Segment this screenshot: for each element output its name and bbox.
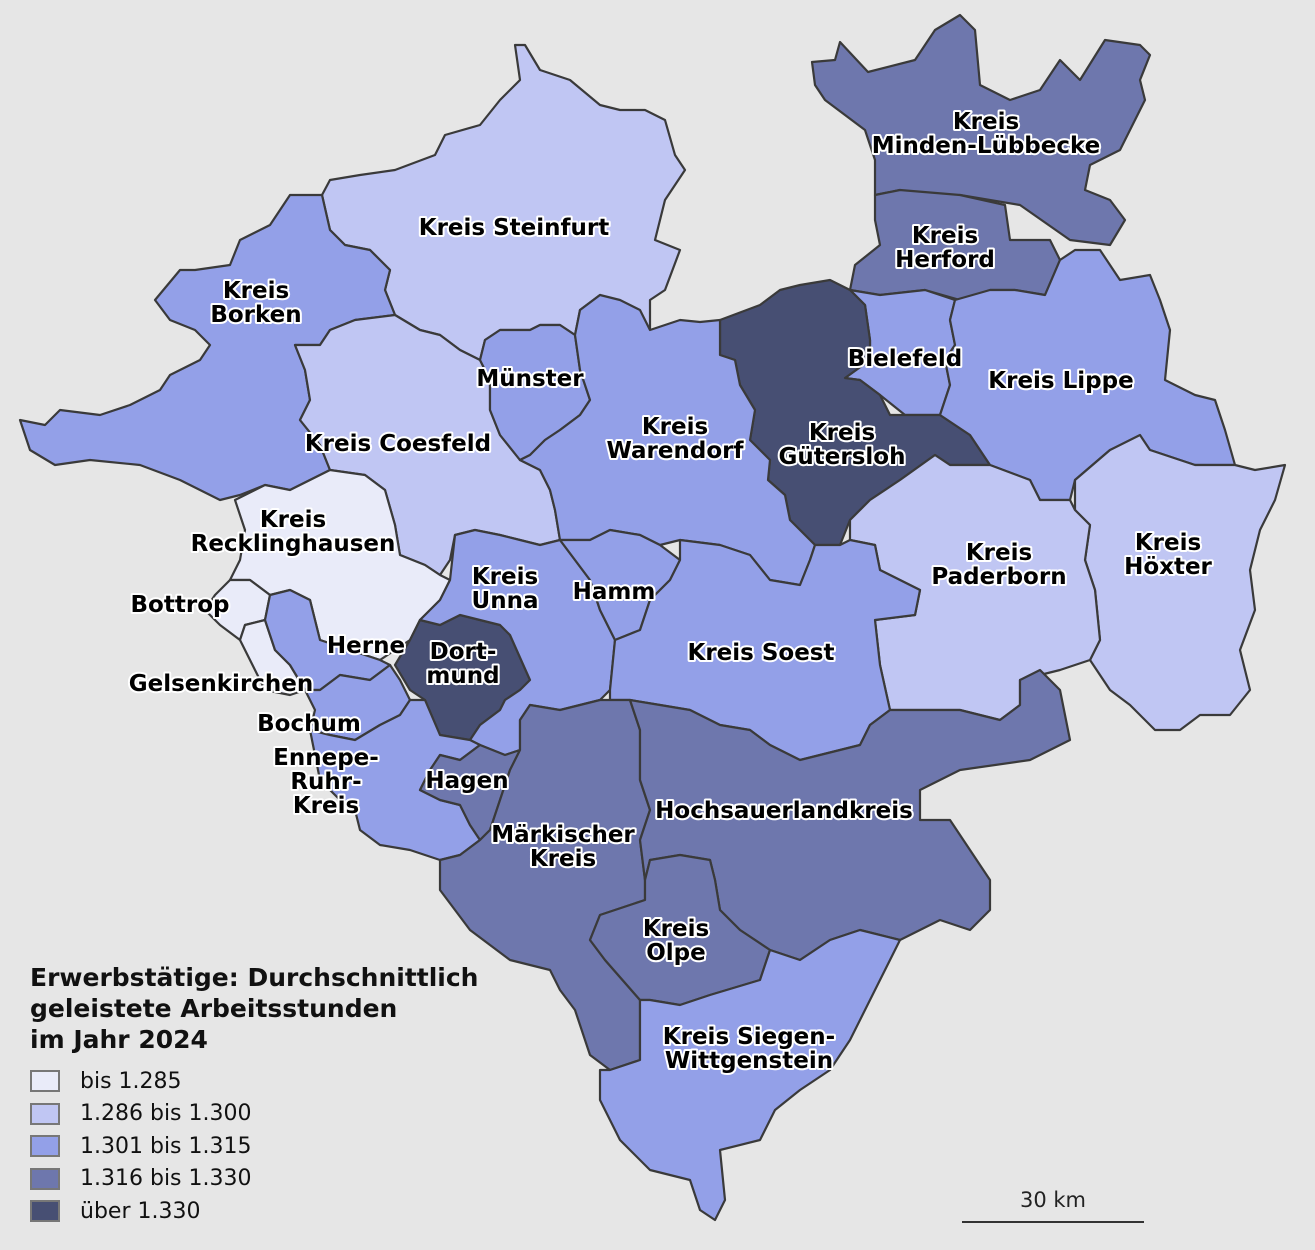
region-label-maerkischer-kreis: Kreis [530,846,596,872]
region-label-bochum: Bochum [257,711,361,737]
region-label-borken: Kreis [223,278,289,304]
region-label-olpe: Kreis [643,916,709,942]
region-label-dortmund: Dort- [430,639,497,665]
region-label-minden-luebbecke: Kreis [953,109,1019,135]
legend-label: über 1.330 [80,1198,201,1224]
region-label-paderborn: Paderborn [931,564,1066,590]
region-label-muenster: Münster [476,366,584,392]
region-label-ennepe-ruhr: Ennepe- [273,745,379,771]
legend-item: bis 1.285 [30,1065,478,1098]
region-label-recklinghausen: Recklinghausen [191,531,396,557]
legend-label: 1.286 bis 1.300 [80,1101,252,1127]
legend-label: 1.301 bis 1.315 [80,1133,252,1159]
region-label-warendorf: Kreis [642,414,708,440]
region-label-steinfurt: Kreis Steinfurt [419,215,609,241]
region-label-ennepe-ruhr: Kreis [293,793,359,819]
region-label-guetersloh: Gütersloh [779,444,906,470]
legend-item: 1.316 bis 1.330 [30,1163,478,1196]
legend-title: Erwerbstätige: Durchschnittlich geleiste… [30,963,479,1054]
region-label-unna: Kreis [472,564,538,590]
region-label-siegen-wittgenstein: Kreis Siegen- [663,1024,835,1050]
region-label-ennepe-ruhr: Ruhr- [290,769,361,795]
region-label-recklinghausen: Kreis [260,507,326,533]
region-label-unna: Unna [472,588,539,614]
region-label-hoexter: Kreis [1135,530,1201,556]
legend-item: über 1.330 [30,1195,478,1228]
region-label-herford: Herford [895,247,995,273]
legend-swatch [30,1167,60,1190]
region-hoexter [1073,433,1287,732]
region-label-hoexter: Höxter [1124,554,1212,580]
legend-label: bis 1.285 [80,1068,182,1094]
region-label-paderborn: Kreis [966,540,1032,566]
region-label-hamm: Hamm [573,579,656,605]
region-label-bielefeld: Bielefeld [848,346,962,372]
region-label-hochsauerland: Hochsauerlandkreis [655,798,913,824]
region-label-siegen-wittgenstein: Wittgenstein [665,1048,833,1074]
region-label-borken: Borken [210,302,301,328]
region-label-soest: Kreis Soest [688,640,835,666]
scale-bar-label: 30 km [1019,1188,1086,1212]
region-label-minden-luebbecke: Minden-Lübbecke [872,133,1101,159]
region-label-coesfeld: Kreis Coesfeld [305,431,491,457]
region-label-guetersloh: Kreis [809,420,875,446]
region-siegen-wittgenstein [598,928,902,1222]
region-label-olpe: Olpe [646,940,706,966]
legend-swatch [30,1102,60,1125]
legend-item: 1.286 bis 1.300 [30,1098,478,1131]
region-label-lippe: Kreis Lippe [988,368,1133,394]
region-label-warendorf: Warendorf [606,438,744,464]
legend-swatch [30,1135,60,1158]
region-label-gelsenkirchen: Gelsenkirchen [129,671,314,697]
legend: Erwerbstätige: Durchschnittlich geleiste… [30,962,478,1228]
legend-swatch [30,1200,60,1223]
region-borken [18,193,397,502]
region-label-maerkischer-kreis: Märkischer [491,822,635,848]
region-label-dortmund: mund [426,663,499,689]
legend-swatch [30,1070,60,1093]
region-label-herford: Kreis [912,223,978,249]
region-label-herne: Herne [327,633,405,659]
scale-bar [962,1221,1144,1223]
region-label-hagen: Hagen [425,768,508,794]
legend-label: 1.316 bis 1.330 [80,1166,252,1192]
region-label-bottrop: Bottrop [131,592,230,618]
legend-item: 1.301 bis 1.315 [30,1130,478,1163]
